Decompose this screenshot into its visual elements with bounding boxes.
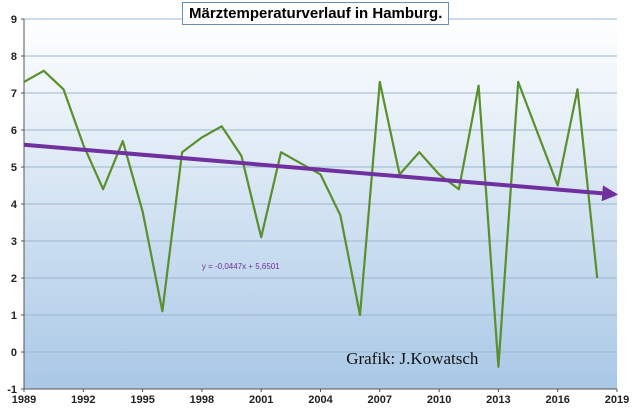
y-tick-label: 8: [11, 51, 17, 63]
tick-labels: -1 0 1 2 3 4 5 6 7 8 9 1989 1992 1995 1998 2001 2004 2007…: [7, 14, 629, 406]
y-tick-label: 4: [11, 199, 18, 211]
x-tick-label: 2016: [545, 394, 569, 406]
x-tick-label: 1998: [190, 394, 214, 406]
x-tick-label: 2010: [427, 394, 451, 406]
y-tick-label: 1: [11, 310, 17, 322]
y-tick-label: 0: [11, 347, 17, 359]
trendline-layer: [23, 142, 619, 202]
y-tick-label: 7: [11, 88, 17, 100]
x-tick-label: 2004: [308, 394, 333, 406]
y-tick-label: 2: [11, 273, 17, 285]
x-tick-label: 1992: [71, 394, 95, 406]
y-tick-label: -1: [7, 384, 17, 396]
x-tick-label: 1989: [12, 394, 36, 406]
x-tick-label: 2001: [249, 394, 273, 406]
x-tick-label: 2019: [605, 394, 629, 406]
y-tick-label: 9: [11, 14, 17, 26]
trendline-equation: y = -0,0447x + 5,6501: [202, 262, 280, 271]
x-tick-label: 2013: [486, 394, 510, 406]
chart-title: Märztemperaturverlauf in Hamburg.: [182, 2, 450, 25]
y-tick-label: 3: [11, 236, 17, 248]
x-tick-label: 2007: [368, 394, 392, 406]
chart-credit: Grafik: J.Kowatsch: [346, 349, 479, 368]
trendline-arrow: [23, 142, 619, 202]
y-tick-label: 5: [11, 162, 17, 174]
x-tick-label: 1995: [130, 394, 154, 406]
y-tick-label: 6: [11, 125, 17, 137]
